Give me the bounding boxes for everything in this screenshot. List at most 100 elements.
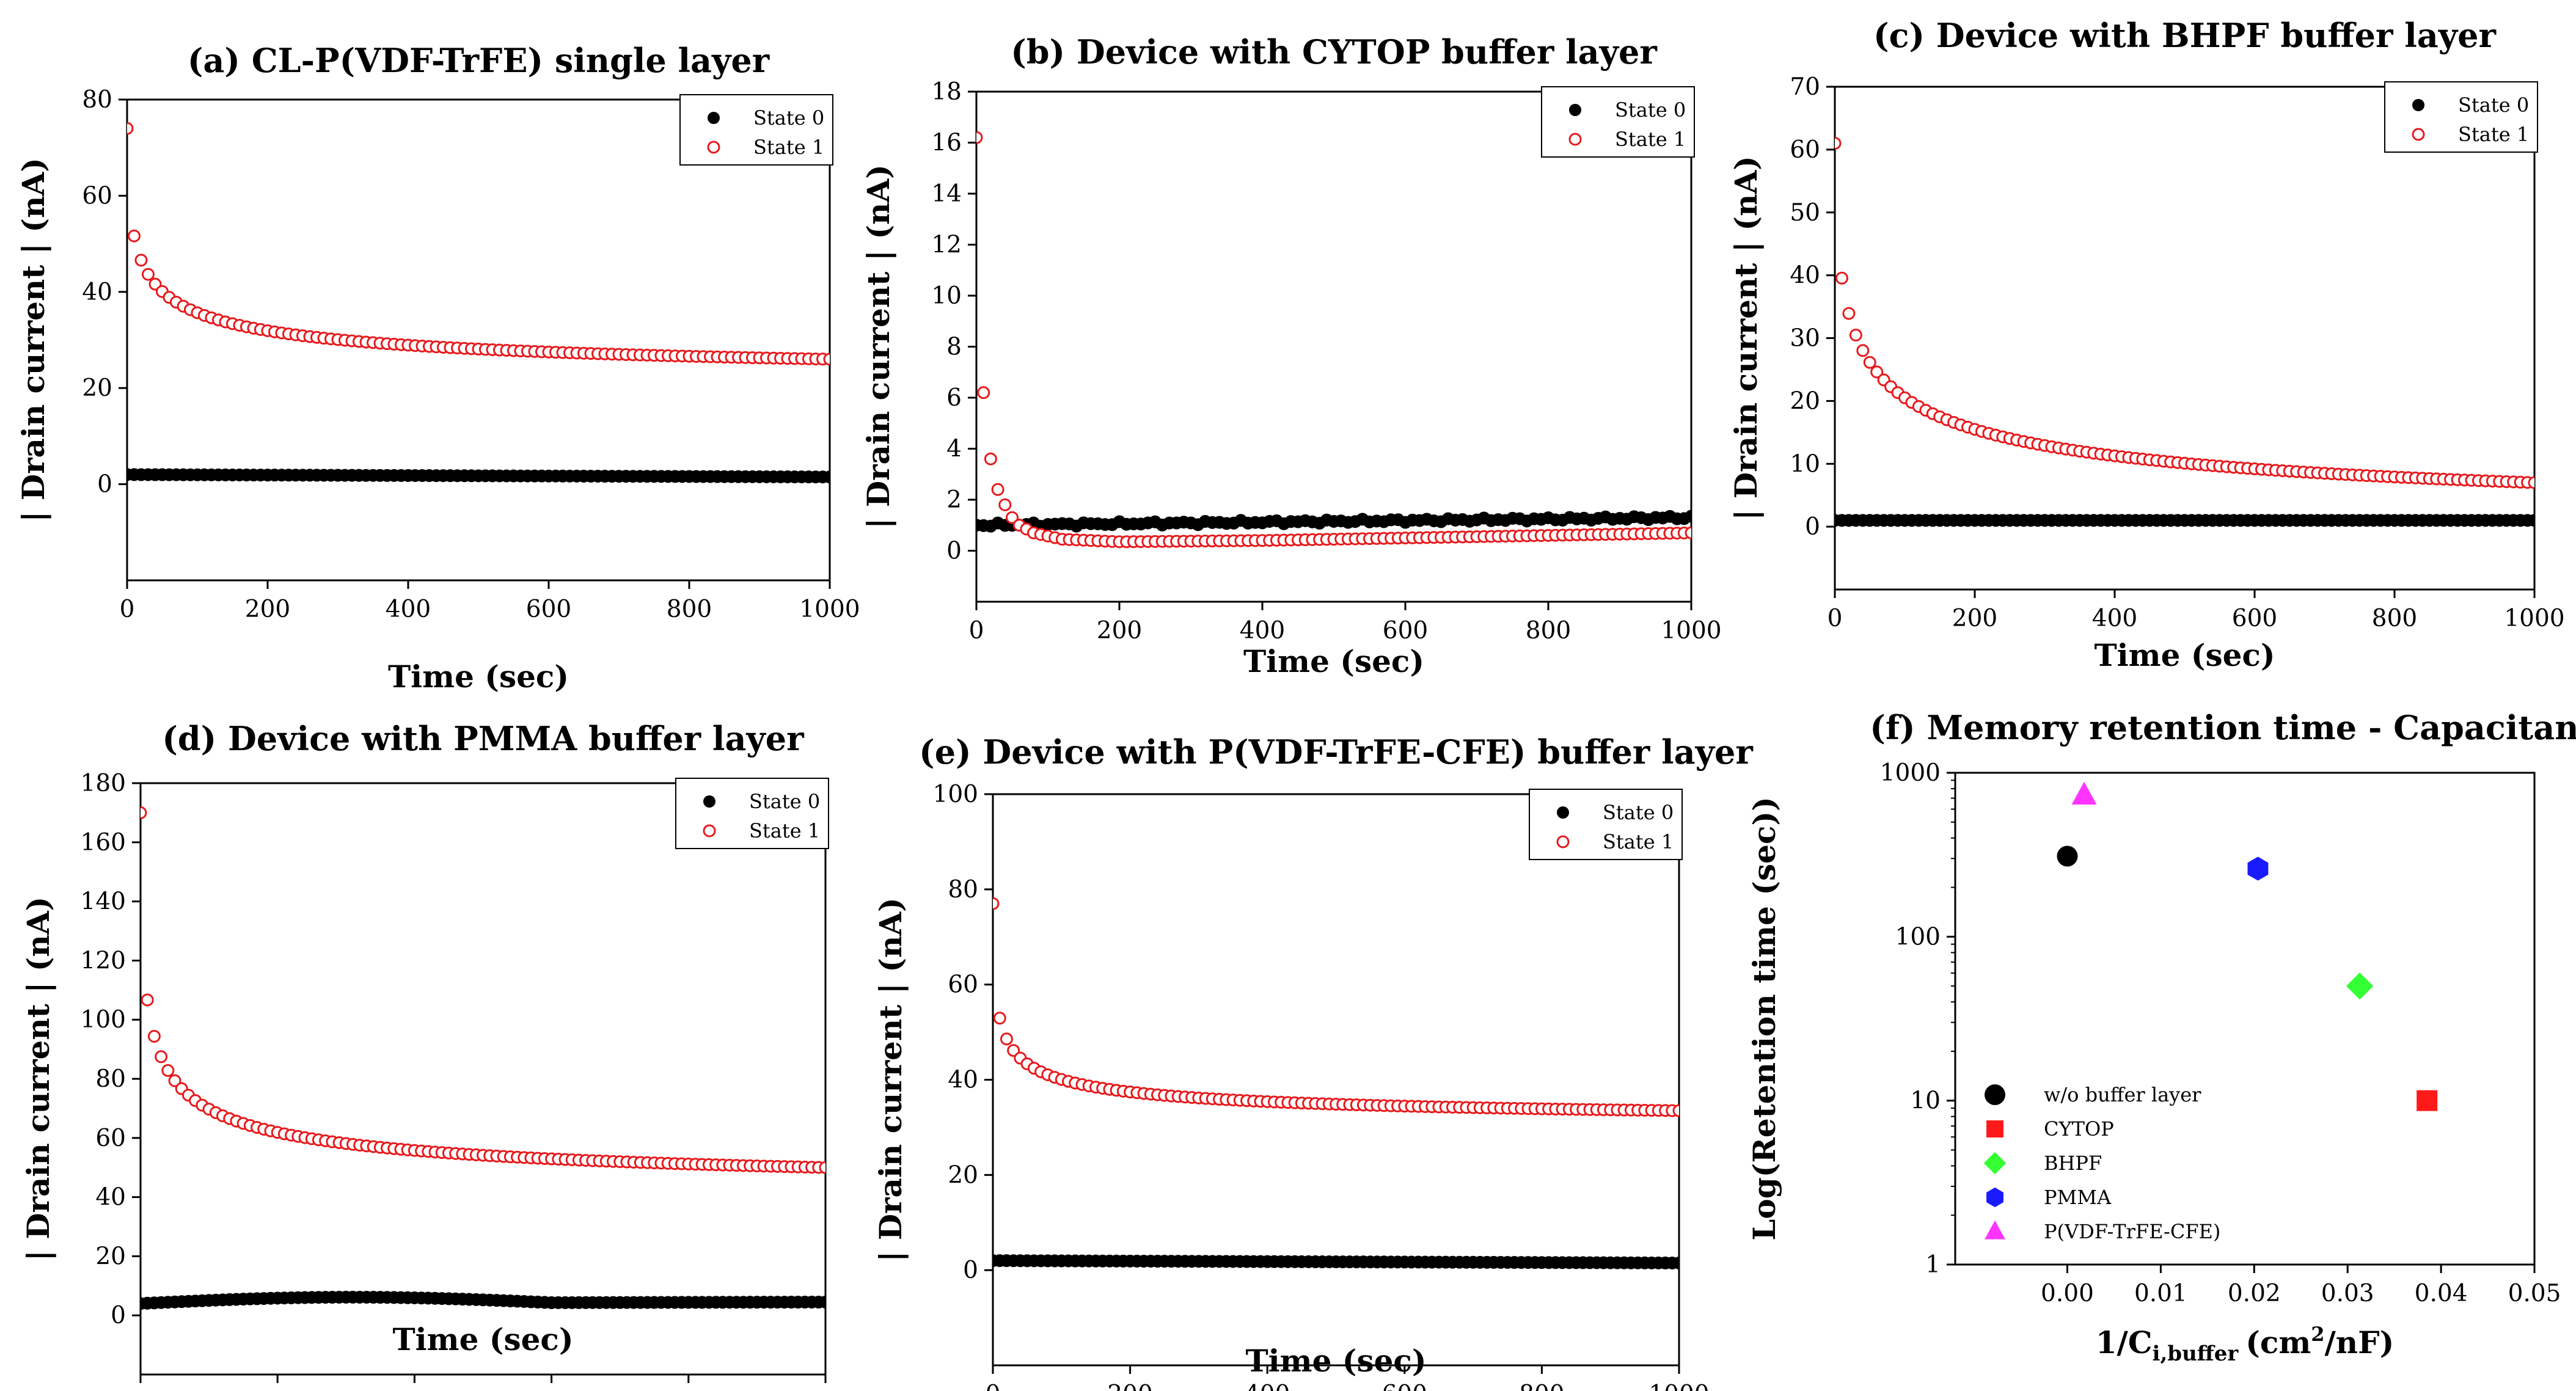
point-state-1: [1849, 329, 1862, 342]
x-tick-label: 200: [255, 1390, 300, 1391]
x-axis-label-f: 1/Ci,buffer (cm2/nF): [2096, 1323, 2395, 1366]
y-tick-label: 20: [95, 1243, 126, 1270]
legend-marker: [1557, 806, 1569, 819]
point-state-1: [141, 993, 154, 1007]
y-tick-label: 140: [81, 888, 126, 916]
legend-marker: [1986, 1187, 2003, 1208]
y-tick-label: 30: [1790, 325, 1820, 352]
y-tick-label: 70: [1790, 73, 1820, 101]
point-state-1: [1835, 271, 1848, 285]
y-tick-label: 0: [1805, 513, 1820, 541]
x-tick-label: 0: [120, 596, 135, 623]
y-tick-label: 20: [82, 374, 112, 402]
x-tick-label: 800: [667, 596, 712, 623]
x-axis-label-b: Time (sec): [1243, 643, 1424, 679]
point-cytop: [2417, 1090, 2438, 1111]
legend-marker: [708, 112, 720, 124]
point-state-1: [155, 1050, 168, 1064]
point-state-1: [1835, 137, 1842, 150]
x-tick-label: 0: [969, 617, 984, 644]
y-tick-label: 0: [97, 471, 112, 498]
point-state-0: [1672, 1256, 1679, 1269]
point-p-vdf-trfe-cfe-: [2071, 781, 2097, 805]
data-points-d: [141, 806, 825, 1310]
x-tick-label: 800: [666, 1390, 711, 1391]
point-state-1: [1863, 356, 1876, 369]
chart-title-e: (e) Device with P(VDF-TrFE-CFE) buffer l…: [919, 732, 1753, 772]
y-tick-label: 80: [95, 1065, 126, 1093]
chart-title-c: (c) Device with BHPF buffer layer: [1873, 16, 2496, 55]
legend-a: State 0 State 1: [679, 94, 833, 166]
y-tick-label: 40: [1790, 262, 1820, 290]
legend-label: State 1: [2458, 123, 2529, 146]
legend-marker: [1985, 1220, 2005, 1239]
point-state-1: [984, 452, 997, 465]
x-tick-label: 800: [2372, 605, 2417, 632]
x-tick-label: 0.00: [2041, 1280, 2094, 1307]
chart-title-d: (d) Device with PMMA buffer layer: [162, 719, 804, 758]
legend-marker: [1568, 133, 1582, 146]
data-points-c: [1835, 137, 2534, 527]
x-tick-label: 600: [2232, 605, 2277, 632]
y-tick-label: 16: [931, 130, 962, 157]
legend-label: w/o buffer layer: [2044, 1083, 2201, 1106]
legend-marker: [1569, 104, 1581, 116]
x-tick-label: 0: [986, 1381, 1001, 1391]
chart-title-a: (a) CL-P(VDF-TrFE) single layer: [188, 41, 770, 80]
x-tick-label: 800: [1526, 617, 1571, 644]
y-tick-label: 160: [81, 829, 126, 856]
legend-marker: [2412, 99, 2424, 111]
point-state-0: [819, 1295, 825, 1309]
y-tick-label: 120: [81, 947, 126, 974]
y-tick-label: 100: [1895, 923, 1941, 951]
point-state-1: [991, 483, 1004, 496]
legend-e: State 0 State 1: [1529, 789, 1683, 860]
point-state-0: [1685, 509, 1691, 523]
y-tick-label: 10: [931, 282, 962, 310]
x-tick-label: 400: [1240, 617, 1285, 644]
point-state-1: [819, 1161, 825, 1174]
x-tick-label: 1000: [2504, 605, 2564, 632]
legend-label: PMMA: [2044, 1186, 2112, 1209]
y-tick-label: 18: [931, 78, 962, 106]
y-tick-label: 50: [1790, 199, 1820, 227]
x-tick-label: 400: [2092, 605, 2137, 632]
y-axis-label-a: | Drain current | (nA): [15, 158, 52, 522]
legend-box: [679, 94, 833, 166]
x-tick-label: 200: [1107, 1381, 1152, 1391]
point-state-1: [993, 1012, 1006, 1025]
legend-f: w/o buffer layer CYTOP BHPF PMMA P(VDF-TrFE-…: [1983, 1083, 2220, 1243]
x-tick-label: 1000: [1661, 617, 1721, 644]
legend-label: State 0: [2458, 93, 2529, 117]
point-state-0: [823, 470, 830, 484]
y-tick-label: 100: [81, 1006, 126, 1034]
y-tick-label: 14: [931, 180, 962, 208]
plot-frame-e: [992, 793, 1680, 1367]
legend-label: CYTOP: [2044, 1117, 2114, 1141]
x-tick-label: 0.01: [2134, 1280, 2187, 1307]
x-tick-label: 200: [1952, 605, 1997, 632]
x-tick-label: 800: [1519, 1381, 1564, 1391]
data-points-a: [127, 122, 830, 484]
legend-marker: [1556, 835, 1570, 849]
plot-frame-a: [126, 98, 831, 582]
legend-label: State 0: [1615, 98, 1686, 122]
x-tick-label: 0.03: [2321, 1280, 2374, 1307]
y-tick-label: 12: [931, 232, 962, 259]
point-state-1: [1856, 344, 1870, 357]
legend-marker: [1985, 1084, 2005, 1105]
point-state-1: [1006, 511, 1019, 524]
legend-box: [675, 778, 829, 849]
y-tick-label: 60: [82, 182, 112, 210]
point-state-1: [1870, 365, 1884, 379]
point-state-1: [142, 268, 155, 281]
y-axis-label-d: | Drain current | (nA): [20, 897, 57, 1261]
y-tick-label: 20: [1790, 387, 1820, 415]
legend-label: State 0: [753, 106, 824, 130]
legend-label: State 0: [749, 790, 820, 813]
point-state-1: [127, 122, 134, 135]
x-tick-label: 1000: [795, 1390, 855, 1391]
legend-box: [2384, 81, 2538, 153]
legend-label: State 1: [1615, 128, 1686, 151]
